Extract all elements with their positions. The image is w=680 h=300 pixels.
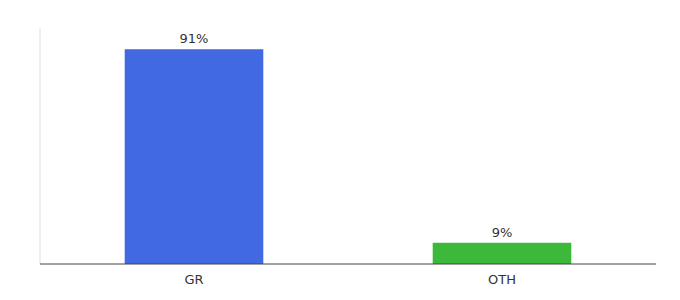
- chart-container: 91% 9% GR OTH: [0, 0, 680, 300]
- bar: [433, 243, 572, 264]
- x-axis-line: [40, 264, 656, 265]
- y-range-line: [40, 28, 41, 264]
- bar: [125, 49, 264, 264]
- data-label: 9%: [492, 225, 513, 240]
- chart-svg: 91% 9% GR OTH: [0, 0, 680, 300]
- x-tick-label: OTH: [488, 272, 516, 287]
- x-tick-label: GR: [184, 272, 203, 287]
- plot-area: 91% 9% GR OTH: [40, 28, 656, 287]
- bars: [125, 49, 572, 264]
- data-label: 91%: [180, 31, 209, 46]
